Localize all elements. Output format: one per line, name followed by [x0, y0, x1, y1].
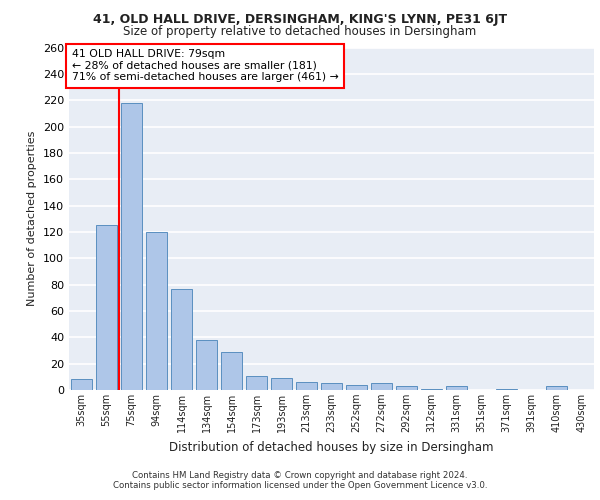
- Y-axis label: Number of detached properties: Number of detached properties: [28, 131, 37, 306]
- Text: 41 OLD HALL DRIVE: 79sqm
← 28% of detached houses are smaller (181)
71% of semi-: 41 OLD HALL DRIVE: 79sqm ← 28% of detach…: [71, 49, 338, 82]
- Bar: [221, 352, 242, 390]
- Bar: [96, 226, 117, 390]
- Bar: [146, 232, 167, 390]
- Text: 41, OLD HALL DRIVE, DERSINGHAM, KING'S LYNN, PE31 6JT: 41, OLD HALL DRIVE, DERSINGHAM, KING'S L…: [93, 12, 507, 26]
- Bar: [296, 382, 317, 390]
- Bar: [271, 378, 292, 390]
- Bar: [321, 384, 342, 390]
- Bar: [496, 388, 517, 390]
- Bar: [171, 288, 192, 390]
- Bar: [421, 388, 442, 390]
- Bar: [246, 376, 267, 390]
- Bar: [546, 386, 567, 390]
- Bar: [396, 386, 417, 390]
- Text: Contains HM Land Registry data © Crown copyright and database right 2024.: Contains HM Land Registry data © Crown c…: [132, 471, 468, 480]
- Bar: [371, 384, 392, 390]
- Text: Contains public sector information licensed under the Open Government Licence v3: Contains public sector information licen…: [113, 481, 487, 490]
- Bar: [121, 103, 142, 390]
- Bar: [446, 386, 467, 390]
- Bar: [196, 340, 217, 390]
- Bar: [346, 384, 367, 390]
- Text: Size of property relative to detached houses in Dersingham: Size of property relative to detached ho…: [124, 25, 476, 38]
- Bar: [71, 380, 92, 390]
- X-axis label: Distribution of detached houses by size in Dersingham: Distribution of detached houses by size …: [169, 440, 494, 454]
